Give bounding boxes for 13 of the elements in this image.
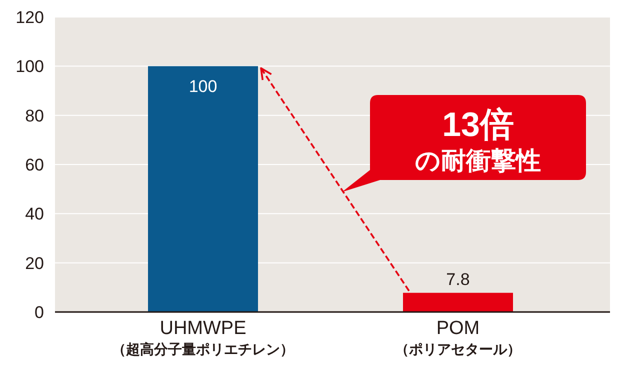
y-tick-label: 120 (16, 8, 44, 27)
y-tick-label: 60 (25, 156, 44, 174)
y-tick-label: 80 (25, 106, 44, 126)
annotation: の耐衝撃性 (415, 147, 541, 175)
data-label: 100 (188, 77, 218, 96)
y-tick-label: 0 (34, 303, 44, 322)
data-label: 7.8 (446, 270, 470, 289)
y-tick-label: 20 (25, 254, 44, 273)
annotation: 13倍 (442, 106, 514, 144)
x-tick-label: POM （ポリアセタール） (395, 318, 521, 357)
y-tick-label: 40 (25, 204, 44, 224)
y-tick-label: 100 (16, 57, 44, 76)
x-tick-label: UHMWPE （超高分子量ポリエチレン） (112, 318, 294, 357)
